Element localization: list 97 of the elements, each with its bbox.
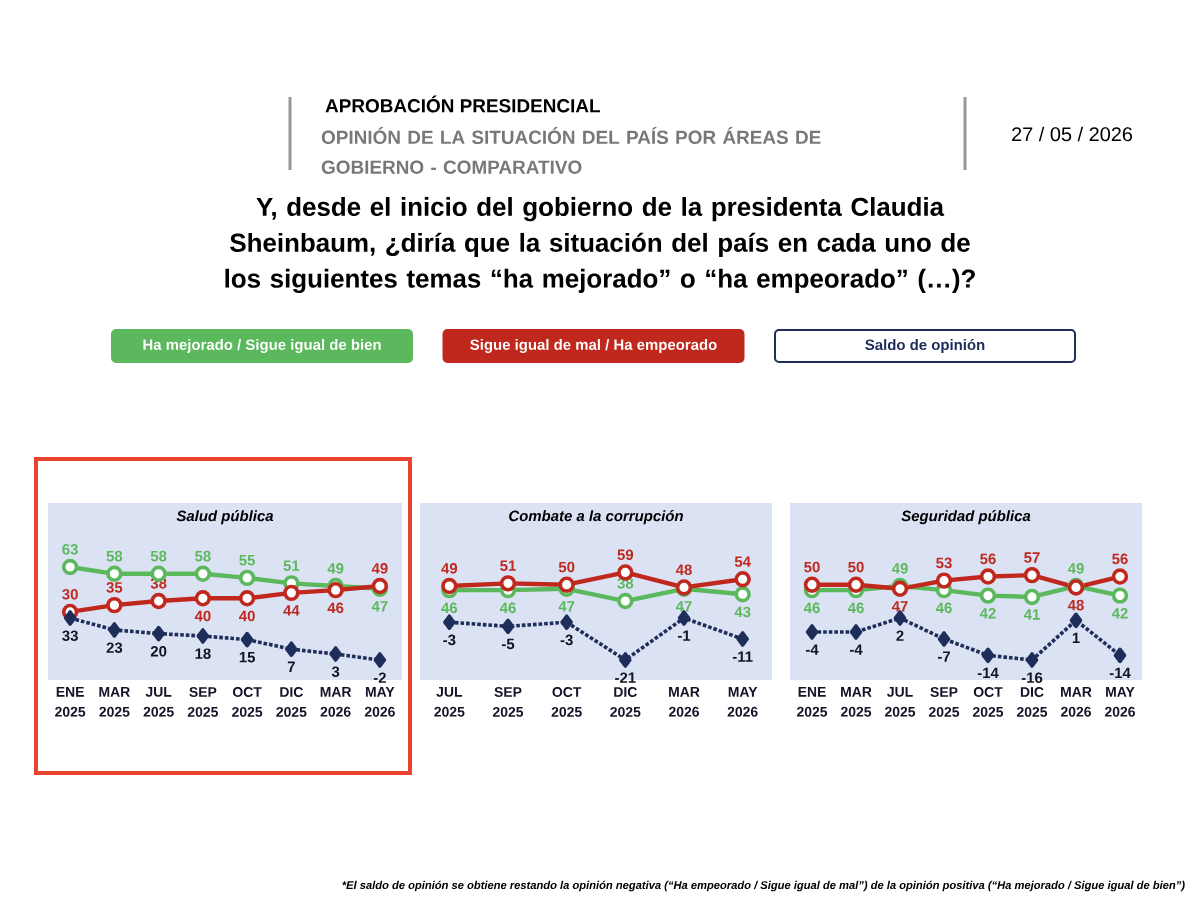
- data-label: 46: [847, 602, 864, 614]
- data-label: 44: [283, 605, 300, 616]
- x-tick-label: JUL 2025: [143, 687, 174, 717]
- data-label: -1: [677, 630, 691, 641]
- data-label: 46: [935, 602, 952, 614]
- data-label: 40: [239, 610, 255, 622]
- data-label: -5: [501, 638, 515, 650]
- data-label: 49: [891, 563, 908, 574]
- data-label: 30: [62, 588, 78, 600]
- x-tick-label: SEP 2025: [928, 687, 960, 717]
- data-label: -21: [615, 672, 636, 683]
- text: Ha mejorado / Sigue igual de bien: [143, 339, 381, 353]
- data-label: 35: [106, 582, 123, 593]
- x-tick-label: MAR 2026: [320, 687, 352, 717]
- data-label: 49: [371, 563, 388, 574]
- text: *El saldo de opinión se obtiene restando la opinión negativa (“Ha empeorado / Sigue igual de mal”) de la opinión positiva (“Ha mejorado / Sigue igual de bien”): [342, 880, 1185, 892]
- data-label: 58: [106, 550, 123, 562]
- data-label: 49: [1067, 563, 1084, 574]
- text: 27 / 05 / 2026: [1012, 126, 1133, 142]
- data-label: 51: [500, 560, 516, 571]
- data-label: 46: [441, 602, 458, 614]
- x-tick-label: MAY 2026: [364, 687, 395, 717]
- data-label: 48: [675, 564, 692, 576]
- data-label: 42: [979, 607, 996, 619]
- data-label: 46: [327, 602, 344, 614]
- data-label: -7: [937, 651, 950, 662]
- data-label: 46: [803, 602, 820, 614]
- data-label: -11: [732, 651, 753, 662]
- x-tick-label: MAR 2025: [840, 687, 872, 717]
- data-label: 47: [371, 601, 388, 612]
- x-tick-label: ENE 2025: [796, 687, 828, 717]
- x-tick-label: MAR 2026: [668, 687, 700, 717]
- data-label: 1: [1072, 632, 1080, 644]
- data-label: 57: [1024, 552, 1040, 563]
- data-label: 47: [675, 601, 692, 612]
- x-tick-label: JUL 2025: [884, 687, 916, 717]
- data-label: 59: [617, 549, 634, 561]
- chart-title: Seguridad pública: [901, 510, 1031, 525]
- data-label: 58: [150, 550, 167, 562]
- data-label: 51: [283, 560, 300, 571]
- data-label: 46: [499, 602, 516, 614]
- text: Saldo de opinión: [865, 338, 985, 354]
- data-label: 56: [980, 553, 996, 565]
- x-tick-label: ENE 2025: [55, 687, 86, 717]
- data-label: 15: [239, 652, 256, 663]
- data-label: -3: [560, 634, 573, 646]
- x-tick-label: MAY 2026: [727, 687, 758, 717]
- x-tick-label: MAY 2026: [1104, 687, 1135, 717]
- x-tick-label: JUL 2025: [434, 687, 465, 717]
- data-label: 40: [194, 610, 211, 622]
- data-label: 50: [848, 561, 864, 573]
- data-label: -14: [1109, 667, 1131, 679]
- data-label: 43: [734, 606, 751, 618]
- data-label: -2: [373, 672, 386, 683]
- data-label: -14: [977, 667, 999, 679]
- data-label: 23: [106, 642, 123, 653]
- data-label: 47: [558, 601, 575, 612]
- data-label: 42: [1111, 607, 1128, 619]
- data-label: 50: [804, 561, 820, 573]
- data-label: 20: [150, 646, 167, 657]
- text: Sigue igual de mal / Ha empeorado: [470, 339, 717, 353]
- data-label: 48: [1067, 599, 1084, 611]
- x-tick-label: DIC 2025: [276, 687, 307, 717]
- chart-title: Combate a la corrupción: [509, 510, 683, 525]
- data-label: 49: [327, 563, 344, 574]
- x-tick-label: DIC 2025: [610, 687, 641, 717]
- data-label: 33: [62, 630, 78, 641]
- x-tick-label: SEP 2025: [492, 687, 524, 717]
- data-label: 41: [1023, 609, 1040, 620]
- x-tick-label: MAR 2025: [99, 687, 130, 717]
- data-label: -4: [805, 644, 819, 655]
- data-label: 2: [896, 630, 904, 641]
- data-label: 58: [195, 550, 211, 562]
- data-label: -16: [1021, 672, 1043, 683]
- data-label: -3: [443, 634, 456, 646]
- data-label: 7: [287, 661, 295, 672]
- text: Y, desde el inicio del gobierno de la presidenta Claudia Sheinbaum, ¿diría que la situación del país en cada uno de los siguientes temas “ha mejorado” o “ha empeorado” (…)?: [225, 197, 975, 294]
- x-tick-label: OCT 2025: [232, 687, 263, 717]
- chart-title: Salud pública: [176, 510, 274, 525]
- text: OPINIÓN DE LA SITUACIÓN DEL PAÍS POR ÁREAS DE GOBIERNO - COMPARATIVO: [321, 127, 821, 174]
- x-tick-label: OCT 2025: [551, 687, 582, 717]
- x-tick-label: OCT 2025: [972, 687, 1004, 717]
- x-tick-label: MAR 2026: [1060, 687, 1092, 717]
- data-label: 53: [936, 557, 952, 569]
- data-label: 18: [195, 648, 211, 659]
- data-label: 3: [331, 666, 340, 677]
- x-tick-label: DIC 2025: [1016, 687, 1048, 717]
- data-label: 49: [441, 563, 458, 574]
- data-label: 63: [62, 544, 78, 555]
- data-label: -4: [849, 644, 863, 655]
- text: APROBACIÓN PRESIDENCIAL: [325, 95, 600, 113]
- data-label: 47: [891, 601, 908, 612]
- data-label: 50: [558, 561, 575, 573]
- data-label: 54: [734, 556, 751, 567]
- data-label: 55: [239, 555, 256, 566]
- data-label: 56: [1112, 553, 1128, 565]
- x-tick-label: SEP 2025: [187, 687, 218, 717]
